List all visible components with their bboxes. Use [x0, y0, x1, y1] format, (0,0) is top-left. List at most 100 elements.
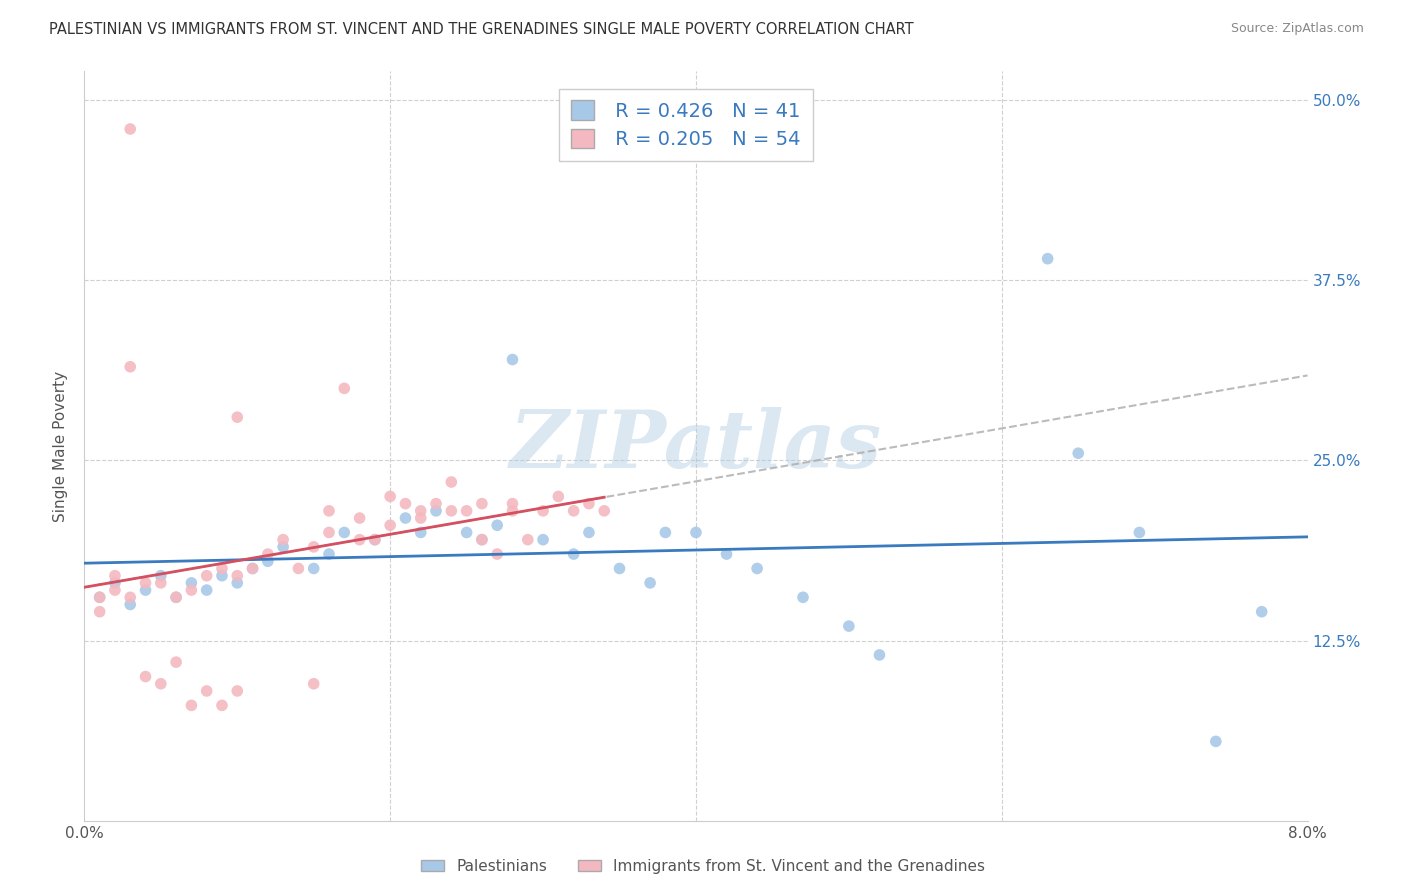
Point — [394, 511, 416, 525]
Point — [716, 547, 738, 561]
Text: Source: ZipAtlas.com: Source: ZipAtlas.com — [1230, 22, 1364, 36]
Legend: Palestinians, Immigrants from St. Vincent and the Grenadines: Palestinians, Immigrants from St. Vincen… — [415, 853, 991, 880]
Legend:  R = 0.426   N = 41,  R = 0.205   N = 54: R = 0.426 N = 41, R = 0.205 N = 54 — [560, 88, 813, 161]
Point — [302, 540, 325, 554]
Point — [89, 591, 111, 605]
Point — [547, 490, 569, 504]
Point — [318, 525, 340, 540]
Point — [149, 568, 172, 582]
Point — [380, 490, 402, 504]
Point — [1128, 525, 1150, 540]
Point — [486, 518, 509, 533]
Point — [89, 591, 111, 605]
Point — [349, 511, 371, 525]
Point — [242, 561, 264, 575]
Point — [685, 525, 707, 540]
Point — [609, 561, 631, 575]
Text: ZIPatlas: ZIPatlas — [510, 408, 882, 484]
Point — [149, 677, 172, 691]
Point — [257, 547, 280, 561]
Point — [333, 525, 356, 540]
Point — [211, 561, 233, 575]
Point — [135, 583, 157, 598]
Point — [425, 504, 447, 518]
Point — [516, 533, 538, 547]
Point — [135, 669, 157, 683]
Point — [456, 504, 478, 518]
Point — [486, 547, 509, 561]
Point — [349, 533, 371, 547]
Point — [333, 381, 356, 395]
Point — [257, 554, 280, 568]
Point — [120, 598, 142, 612]
Point — [593, 504, 616, 518]
Point — [409, 511, 432, 525]
Point — [456, 525, 478, 540]
Point — [869, 648, 891, 662]
Point — [226, 684, 249, 698]
Point — [638, 575, 661, 590]
Point — [502, 497, 524, 511]
Point — [165, 591, 187, 605]
Point — [654, 525, 676, 540]
Point — [120, 122, 142, 136]
Point — [471, 497, 494, 511]
Point — [211, 698, 233, 713]
Point — [502, 504, 524, 518]
Point — [471, 533, 494, 547]
Point — [1205, 734, 1227, 748]
Point — [226, 568, 249, 582]
Point — [471, 533, 494, 547]
Point — [180, 583, 202, 598]
Point — [318, 504, 340, 518]
Point — [562, 547, 585, 561]
Point — [195, 684, 218, 698]
Point — [578, 497, 600, 511]
Text: PALESTINIAN VS IMMIGRANTS FROM ST. VINCENT AND THE GRENADINES SINGLE MALE POVERT: PALESTINIAN VS IMMIGRANTS FROM ST. VINCE… — [49, 22, 914, 37]
Point — [271, 540, 294, 554]
Point — [180, 698, 202, 713]
Point — [180, 575, 202, 590]
Point — [531, 533, 554, 547]
Point — [562, 504, 585, 518]
Point — [425, 497, 447, 511]
Point — [120, 359, 142, 374]
Point — [1036, 252, 1059, 266]
Point — [1067, 446, 1090, 460]
Point — [149, 575, 172, 590]
Point — [135, 575, 157, 590]
Point — [271, 533, 294, 547]
Point — [364, 533, 387, 547]
Point — [195, 568, 218, 582]
Point — [104, 568, 127, 582]
Point — [792, 591, 814, 605]
Point — [195, 583, 218, 598]
Point — [165, 655, 187, 669]
Point — [242, 561, 264, 575]
Point — [104, 575, 127, 590]
Point — [211, 568, 233, 582]
Point — [409, 504, 432, 518]
Point — [226, 575, 249, 590]
Point — [104, 583, 127, 598]
Point — [302, 677, 325, 691]
Point — [226, 410, 249, 425]
Point — [1250, 605, 1272, 619]
Point — [364, 533, 387, 547]
Point — [394, 497, 416, 511]
Point — [302, 561, 325, 575]
Point — [531, 504, 554, 518]
Point — [380, 518, 402, 533]
Point — [578, 525, 600, 540]
Point — [165, 591, 187, 605]
Point — [89, 605, 111, 619]
Y-axis label: Single Male Poverty: Single Male Poverty — [53, 370, 69, 522]
Point — [287, 561, 309, 575]
Point — [318, 547, 340, 561]
Point — [440, 475, 463, 489]
Point — [440, 504, 463, 518]
Point — [502, 352, 524, 367]
Point — [838, 619, 860, 633]
Point — [409, 525, 432, 540]
Point — [120, 591, 142, 605]
